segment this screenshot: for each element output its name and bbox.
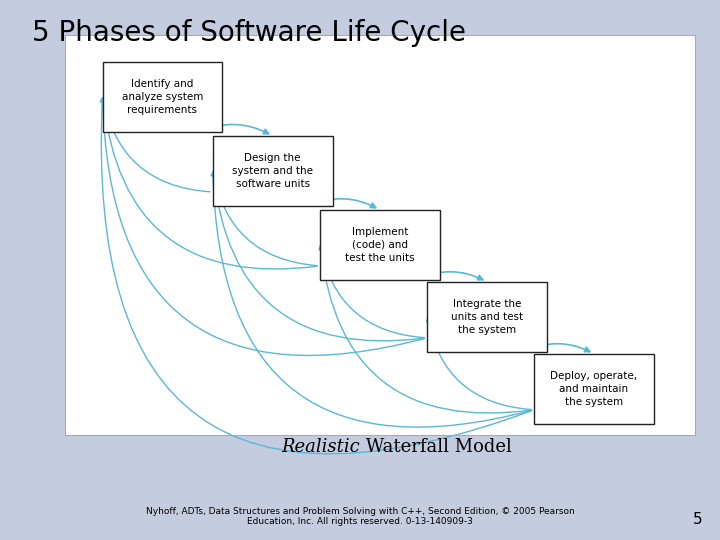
FancyBboxPatch shape <box>320 210 440 280</box>
FancyBboxPatch shape <box>213 136 333 206</box>
Text: Identify and
analyze system
requirements: Identify and analyze system requirements <box>122 79 203 115</box>
Text: Design the
system and the
software units: Design the system and the software units <box>232 153 313 189</box>
FancyBboxPatch shape <box>102 62 222 132</box>
Text: 5: 5 <box>693 511 702 526</box>
FancyBboxPatch shape <box>427 282 546 352</box>
Text: Integrate the
units and test
the system: Integrate the units and test the system <box>451 299 523 335</box>
Text: Implement
(code) and
test the units: Implement (code) and test the units <box>345 227 415 262</box>
Text: 5 Phases of Software Life Cycle: 5 Phases of Software Life Cycle <box>32 19 467 47</box>
FancyBboxPatch shape <box>534 354 654 424</box>
Text: Deploy, operate,
and maintain
the system: Deploy, operate, and maintain the system <box>550 371 638 407</box>
Text: Waterfall Model: Waterfall Model <box>360 438 512 456</box>
Text: Realistic: Realistic <box>282 438 360 456</box>
Text: Nyhoff, ADTs, Data Structures and Problem Solving with C++, Second Edition, © 20: Nyhoff, ADTs, Data Structures and Proble… <box>145 507 575 526</box>
